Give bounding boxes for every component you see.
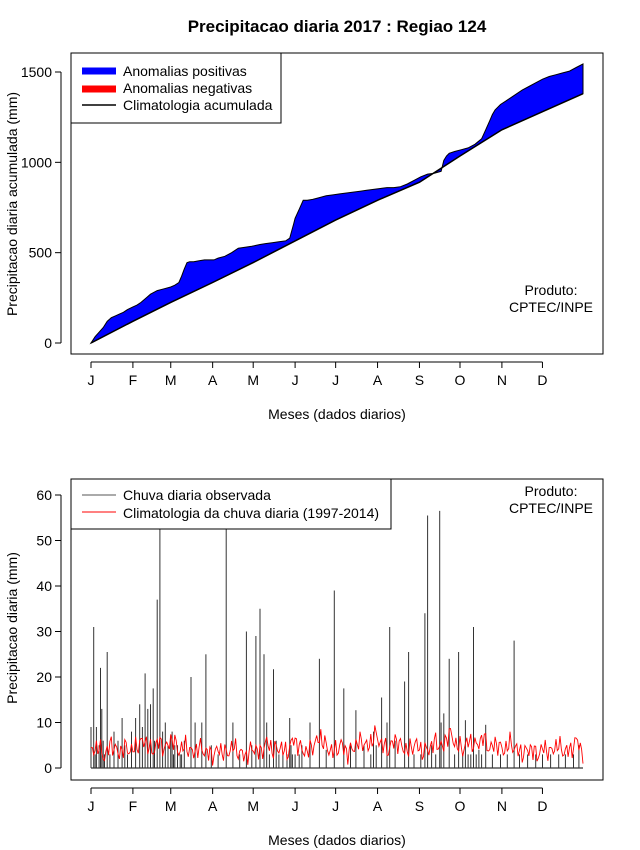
annotation-produto: Produto: — [525, 282, 578, 298]
x-tick-label: M — [247, 372, 259, 388]
y-tick-label: 50 — [36, 533, 52, 549]
x-tick-label: M — [247, 798, 259, 814]
climatology-cumulative-line — [90, 93, 584, 344]
y-tick-label: 40 — [36, 578, 52, 594]
x-tick-label: M — [165, 372, 177, 388]
x-tick-label: A — [208, 372, 218, 388]
x-tick-label: N — [497, 798, 507, 814]
y-tick-label: 60 — [36, 487, 52, 503]
legend-entry-climatology: Climatologia acumulada — [123, 97, 273, 113]
annotation-cptec: CPTEC/INPE — [509, 299, 593, 315]
legend-entry-observed: Chuva diaria observada — [123, 487, 271, 503]
y-tick-label: 20 — [36, 669, 52, 685]
x-tick-label: F — [129, 372, 138, 388]
x-tick-label: J — [88, 372, 95, 388]
y-tick-label: 500 — [29, 245, 53, 261]
plot-frame-cumulative — [70, 52, 604, 355]
x-tick-label: J — [332, 372, 339, 388]
x-tick-label: N — [497, 372, 507, 388]
plot-area-cumulative — [89, 63, 584, 345]
plot-area-daily — [90, 480, 584, 769]
x-tick-label: D — [537, 798, 547, 814]
legend-entry-negative: Anomalias negativas — [123, 80, 252, 96]
legend-entry-positive: Anomalias positivas — [123, 63, 247, 79]
x-tick-label: M — [165, 798, 177, 814]
y-tick-label: 10 — [36, 715, 52, 731]
x-tick-label: D — [537, 372, 547, 388]
x-tick-label: A — [208, 798, 218, 814]
y-tick-label: 30 — [36, 624, 52, 640]
x-tick-label: J — [292, 798, 299, 814]
y-axis-daily: 0 10 20 30 40 50 60 — [36, 487, 62, 776]
y-tick-label: 1500 — [21, 64, 52, 80]
annotation-cptec: CPTEC/INPE — [509, 500, 593, 516]
annotation-produto: Produto: — [525, 483, 578, 499]
x-tick-label: J — [88, 798, 95, 814]
x-tick-label: O — [455, 798, 466, 814]
legend-daily: Chuva diaria observada Climatologia da c… — [70, 478, 392, 530]
panel-cumulative: Precipitacao diaria 2017 : Regiao 124 J F… — [4, 17, 604, 422]
x-tick-label: J — [292, 372, 299, 388]
legend-entry-climatology-daily: Climatologia da chuva diaria (1997-2014) — [123, 505, 379, 521]
x-tick-label: A — [373, 372, 383, 388]
y-tick-label: 1000 — [21, 154, 52, 170]
panel-daily: J F M A M J J A S O N D 0 10 20 30 40 50 60 Meses (dados … — [4, 478, 604, 848]
x-tick-label: F — [129, 798, 138, 814]
chart-title: Precipitacao diaria 2017 : Regiao 124 — [188, 17, 487, 36]
x-tick-label: A — [373, 798, 383, 814]
x-tick-label: S — [415, 798, 424, 814]
y-tick-label: 0 — [44, 335, 52, 351]
y-axis-label-daily: Precipitacao diaria (mm) — [4, 552, 20, 704]
x-tick-label: O — [455, 372, 466, 388]
x-axis-label-cumulative: Meses (dados diarios) — [268, 406, 406, 422]
climatology-daily-line — [90, 725, 584, 766]
positive-anomaly-area — [89, 63, 584, 345]
y-axis-cumulative: 0 500 1000 1500 — [21, 64, 62, 351]
y-axis-label-cumulative: Precipitacao diaria acumulada (mm) — [4, 92, 20, 316]
x-axis-label-daily: Meses (dados diarios) — [268, 832, 406, 848]
x-tick-label: J — [332, 798, 339, 814]
y-tick-label: 0 — [44, 760, 52, 776]
x-tick-label: S — [415, 372, 424, 388]
legend-box — [70, 478, 392, 530]
legend-cumulative: Anomalias positivas Anomalias negativas … — [70, 52, 282, 124]
